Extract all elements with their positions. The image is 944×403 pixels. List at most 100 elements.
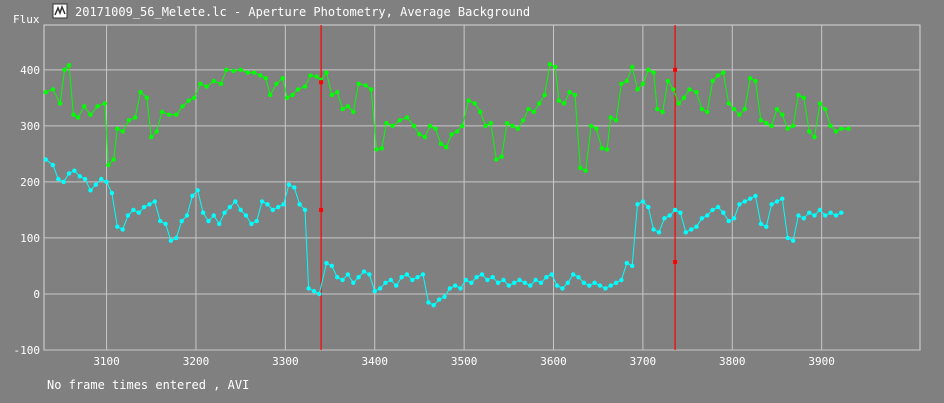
- data-point: [43, 90, 48, 95]
- data-point: [608, 115, 613, 120]
- data-point: [259, 199, 265, 204]
- data-point: [583, 168, 588, 173]
- data-point: [454, 129, 460, 134]
- data-point: [694, 224, 699, 229]
- data-point: [640, 199, 646, 204]
- data-point: [567, 90, 572, 95]
- data-point: [415, 275, 420, 280]
- data-point: [721, 210, 726, 215]
- plot-area[interactable]: -100 0 100 200 300 400 3100 3200 3300 3400 3500 36…: [14, 24, 921, 368]
- data-point: [404, 272, 410, 277]
- data-point: [258, 73, 263, 78]
- data-point: [106, 162, 111, 168]
- data-point: [665, 78, 671, 84]
- data-point: [522, 280, 528, 285]
- data-point: [218, 81, 224, 87]
- data-point: [438, 141, 444, 146]
- data-point: [758, 118, 764, 123]
- y-tick-labels: -100 0 100 200 300 400: [14, 64, 41, 357]
- data-point: [678, 210, 683, 215]
- data-point: [710, 78, 715, 84]
- data-point: [417, 132, 422, 137]
- data-series: [43, 61, 851, 308]
- data-point: [174, 235, 179, 241]
- data-point: [88, 112, 93, 117]
- data-point: [436, 297, 442, 302]
- data-point: [224, 67, 229, 73]
- data-point: [715, 73, 721, 78]
- data-point: [699, 216, 705, 221]
- data-point: [785, 235, 790, 241]
- data-point: [192, 95, 197, 101]
- data-point: [656, 230, 662, 235]
- data-point: [581, 280, 587, 285]
- data-point: [565, 280, 570, 285]
- data-point: [447, 286, 452, 291]
- data-point: [431, 303, 436, 308]
- data-point: [726, 218, 731, 224]
- x-tick-label: 3900: [808, 355, 835, 368]
- data-point: [667, 213, 672, 218]
- data-point: [769, 202, 774, 207]
- data-point: [190, 193, 195, 199]
- data-point: [71, 112, 76, 117]
- data-point: [131, 207, 136, 213]
- data-point: [624, 78, 629, 84]
- data-point: [731, 216, 737, 221]
- data-point: [753, 193, 758, 199]
- data-point: [302, 207, 308, 213]
- data-point: [62, 67, 67, 73]
- data-point: [774, 199, 780, 204]
- data-point: [801, 95, 806, 101]
- data-point: [619, 81, 624, 87]
- data-point: [324, 260, 329, 266]
- lightcurve-app-icon: [52, 3, 68, 19]
- y-tick-label: 200: [20, 176, 40, 189]
- data-point: [422, 134, 427, 140]
- data-point: [388, 277, 393, 283]
- data-point: [681, 95, 687, 101]
- data-point: [184, 213, 190, 218]
- data-point: [268, 92, 273, 98]
- data-point: [646, 67, 651, 73]
- data-point: [726, 101, 731, 106]
- data-point: [807, 129, 812, 134]
- data-point: [449, 132, 454, 137]
- data-point: [715, 204, 721, 210]
- data-point: [115, 224, 120, 229]
- data-point: [245, 70, 250, 75]
- data-point: [111, 157, 116, 162]
- data-point: [705, 213, 710, 218]
- data-point: [302, 84, 308, 89]
- y-tick-label: 0: [33, 288, 40, 301]
- data-point: [790, 238, 796, 243]
- data-point: [345, 272, 351, 277]
- data-point: [166, 112, 172, 117]
- plot-frame: [43, 24, 921, 351]
- data-point: [710, 207, 715, 213]
- data-point: [796, 213, 801, 218]
- data-point: [144, 95, 149, 101]
- title-bar: 20171009_56_Melete.lc - Aperture Photome…: [52, 3, 530, 19]
- data-point: [404, 115, 410, 120]
- data-point: [243, 213, 249, 218]
- data-point: [640, 81, 646, 87]
- data-point: [504, 120, 510, 126]
- x-tick-label: 3300: [272, 355, 299, 368]
- data-point: [469, 280, 474, 285]
- data-point: [478, 109, 483, 115]
- data-point: [604, 147, 610, 152]
- cursor-lines[interactable]: [320, 25, 676, 350]
- y-tick-label: 300: [20, 120, 40, 133]
- data-point: [562, 101, 567, 106]
- data-point: [512, 280, 517, 285]
- series-0: [43, 61, 851, 173]
- data-point: [276, 204, 281, 210]
- data-point: [383, 280, 388, 285]
- data-point: [485, 277, 490, 283]
- data-point: [200, 210, 206, 215]
- data-point: [66, 171, 72, 176]
- x-tick-labels: 3100 3200 3300 3400 3500 3600 3700 3800 3900: [93, 355, 835, 368]
- x-tick-label: 3700: [630, 355, 657, 368]
